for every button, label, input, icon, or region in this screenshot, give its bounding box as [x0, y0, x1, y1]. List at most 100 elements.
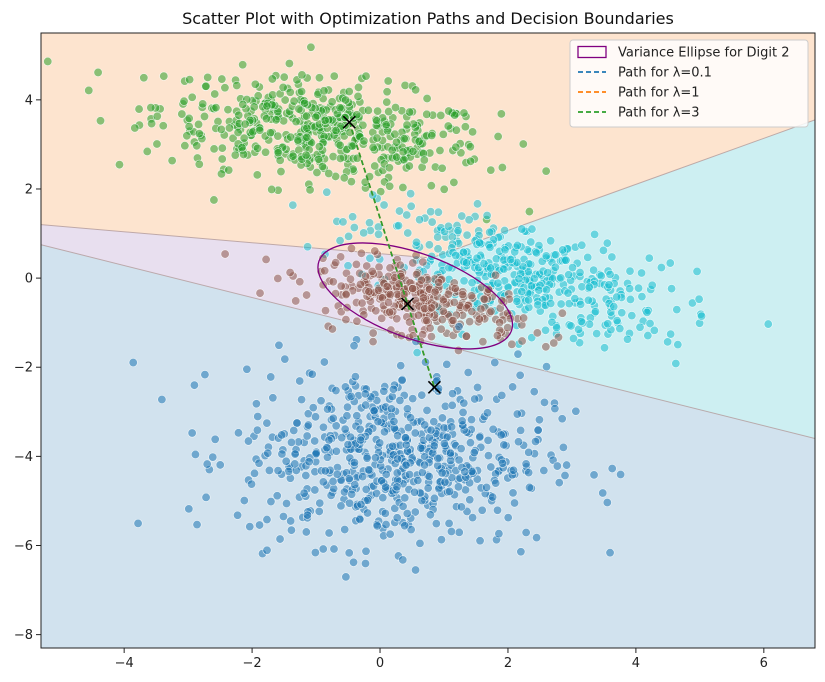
- point-cyan: [558, 245, 568, 255]
- point-blue: [398, 555, 408, 565]
- point-blue: [133, 518, 143, 528]
- point-green: [224, 123, 234, 133]
- point-green: [391, 103, 401, 113]
- point-green: [297, 86, 307, 96]
- point-blue: [316, 396, 326, 406]
- point-green: [289, 96, 299, 106]
- point-cyan: [402, 210, 412, 220]
- point-cyan: [467, 278, 477, 288]
- point-green: [234, 110, 244, 120]
- point-brown: [426, 303, 436, 313]
- point-blue: [524, 468, 534, 478]
- point-blue: [512, 409, 522, 419]
- point-green: [414, 136, 424, 146]
- point-brown: [436, 324, 446, 334]
- point-green: [466, 156, 476, 166]
- point-brown: [385, 263, 395, 273]
- point-green: [319, 86, 329, 96]
- point-blue: [385, 529, 395, 539]
- point-blue: [200, 370, 210, 380]
- point-green: [240, 119, 250, 129]
- point-cyan: [406, 201, 416, 211]
- point-green: [152, 139, 162, 149]
- point-blue: [295, 376, 305, 386]
- point-cyan: [322, 187, 332, 197]
- cluster-green: [43, 42, 551, 225]
- point-blue: [447, 400, 457, 410]
- point-brown: [517, 336, 527, 346]
- point-brown: [377, 313, 387, 323]
- point-blue: [247, 479, 257, 489]
- point-blue: [439, 439, 449, 449]
- point-blue: [262, 418, 272, 428]
- point-cyan: [673, 340, 683, 350]
- point-brown: [507, 339, 517, 349]
- point-blue: [463, 368, 473, 378]
- point-green: [408, 146, 418, 156]
- point-green: [381, 120, 391, 130]
- point-blue: [343, 440, 353, 450]
- point-blue: [493, 505, 503, 515]
- point-green: [203, 72, 213, 82]
- point-brown: [458, 289, 468, 299]
- point-green: [318, 162, 328, 172]
- point-blue: [534, 415, 544, 425]
- point-blue: [401, 433, 411, 443]
- point-blue: [356, 435, 366, 445]
- point-blue: [290, 459, 300, 469]
- point-blue: [402, 404, 412, 414]
- point-blue: [311, 448, 321, 458]
- point-green: [419, 155, 429, 165]
- point-brown: [541, 342, 551, 352]
- point-blue: [303, 420, 313, 430]
- point-blue: [278, 512, 288, 522]
- point-green: [265, 128, 275, 138]
- point-green: [261, 147, 271, 157]
- point-blue: [424, 471, 434, 481]
- point-brown: [438, 306, 448, 316]
- point-cyan: [427, 217, 437, 227]
- point-blue: [398, 501, 408, 511]
- point-cyan: [461, 258, 471, 268]
- point-blue: [607, 464, 617, 474]
- point-blue: [277, 449, 287, 459]
- point-cyan: [612, 292, 622, 302]
- point-cyan: [643, 331, 653, 341]
- point-blue: [494, 529, 504, 539]
- point-cyan: [499, 264, 509, 274]
- point-blue: [602, 498, 612, 508]
- point-green: [541, 166, 551, 176]
- point-green: [267, 74, 277, 84]
- point-blue: [319, 357, 329, 367]
- point-cyan: [541, 325, 551, 335]
- point-blue: [263, 448, 273, 458]
- point-green: [314, 154, 324, 164]
- point-green: [363, 105, 373, 115]
- x-tick-label: 2: [504, 656, 512, 671]
- point-blue: [425, 510, 435, 520]
- point-blue: [286, 437, 296, 447]
- point-green: [232, 81, 242, 91]
- point-cyan: [512, 296, 522, 306]
- point-cyan: [635, 322, 645, 332]
- point-green: [402, 120, 412, 130]
- point-green: [267, 184, 277, 194]
- point-brown: [331, 258, 341, 268]
- point-blue: [280, 354, 290, 364]
- point-blue: [410, 428, 420, 438]
- point-blue: [311, 412, 321, 422]
- point-blue: [233, 510, 243, 520]
- point-blue: [362, 453, 372, 463]
- point-brown: [371, 306, 381, 316]
- point-blue: [531, 437, 541, 447]
- point-cyan: [647, 280, 657, 290]
- point-green: [451, 142, 461, 152]
- point-blue: [410, 487, 420, 497]
- region-brown-cluster: [41, 224, 432, 343]
- point-green: [341, 95, 351, 105]
- point-blue: [361, 400, 371, 410]
- point-green: [194, 119, 204, 129]
- point-blue: [344, 474, 354, 484]
- point-blue: [498, 458, 508, 468]
- point-green: [524, 207, 534, 217]
